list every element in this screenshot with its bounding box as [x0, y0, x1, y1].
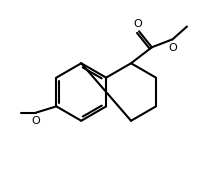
Text: O: O	[134, 19, 143, 29]
Text: O: O	[31, 116, 40, 126]
Text: O: O	[168, 43, 177, 53]
